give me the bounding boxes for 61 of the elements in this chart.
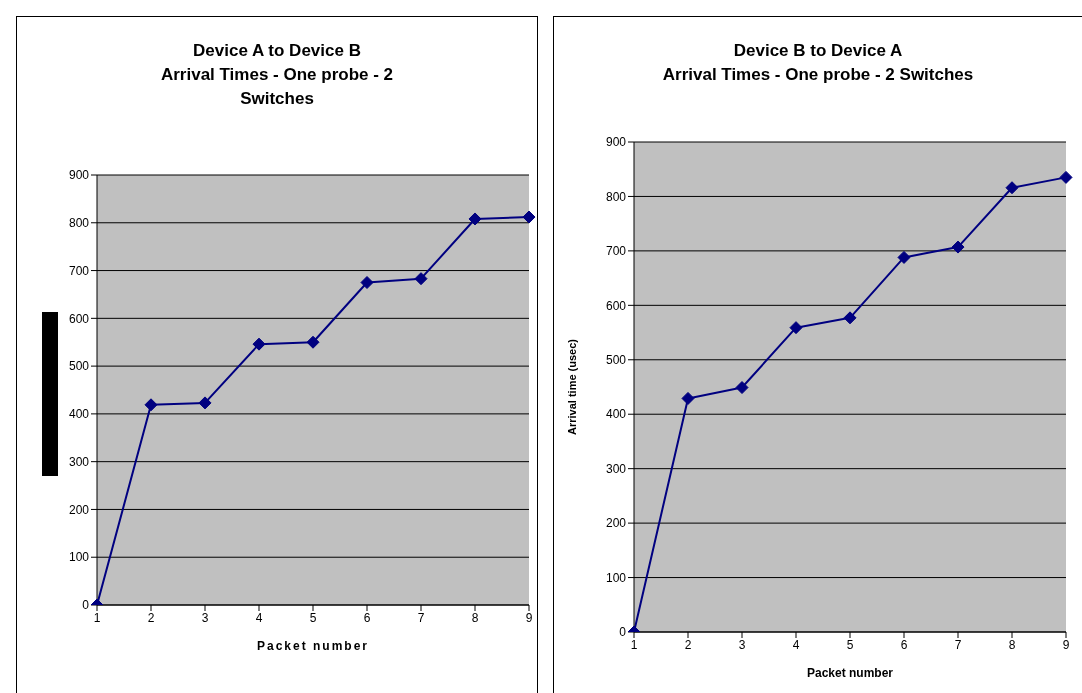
point	[897, 250, 911, 264]
x-tick-label: 8	[1008, 637, 1016, 652]
point	[252, 337, 266, 351]
chart-title: Device A to Device B	[192, 40, 362, 62]
y-tick-label: 300	[68, 454, 90, 469]
x-tick-label: 4	[792, 637, 800, 652]
point	[144, 398, 158, 412]
point	[1005, 181, 1019, 195]
y-tick-label: 100	[605, 570, 627, 585]
x-tick-label: 4	[255, 610, 263, 625]
y-tick-label: 700	[68, 263, 90, 278]
x-tick-label: 3	[201, 610, 209, 625]
x-tick-label: 2	[684, 637, 692, 652]
point	[306, 335, 320, 349]
x-axis-title: Packet number	[256, 639, 370, 653]
y-axis-title: Arrival time (usec)	[565, 338, 578, 435]
y-tick-label: 300	[605, 461, 627, 476]
x-tick-label: 5	[846, 637, 854, 652]
chart-title: Device B to Device A	[732, 40, 904, 62]
point	[522, 210, 536, 224]
point	[360, 276, 374, 289]
x-tick-label: 7	[417, 610, 425, 625]
y-tick-label: 0	[619, 625, 627, 640]
point	[198, 396, 212, 410]
x-tick-label: 1	[630, 637, 638, 652]
x-tick-label: 1	[93, 610, 101, 625]
y-tick-label: 700	[605, 244, 627, 259]
y-tick-label: 900	[68, 168, 90, 183]
y-tick-label: 100	[68, 550, 90, 565]
point	[789, 321, 803, 335]
point	[1059, 170, 1073, 184]
y-tick-label: 400	[68, 407, 90, 422]
y-tick-label: 800	[68, 216, 90, 231]
point	[843, 311, 857, 325]
y-tick-label: 200	[605, 516, 627, 531]
chart-subtitle: Arrival Times - One probe - 2 Switches	[661, 64, 975, 86]
x-tick-label: 9	[525, 610, 533, 625]
y-tick-label: 200	[68, 502, 90, 517]
x-tick-label: 7	[954, 637, 962, 652]
x-tick-label: 2	[147, 610, 155, 625]
x-tick-label: 6	[900, 637, 908, 652]
x-tick-label: 3	[738, 637, 746, 652]
y-tick-label: 500	[68, 359, 90, 374]
y-tick-label: 600	[68, 311, 90, 326]
x-axis-title: Packet number	[806, 666, 894, 680]
x-tick-label: 9	[1062, 637, 1070, 652]
y-tick-label: 900	[605, 135, 627, 150]
point	[951, 240, 965, 254]
x-tick-label: 5	[309, 610, 317, 625]
point	[468, 212, 482, 226]
x-tick-label: 6	[363, 610, 371, 625]
point	[681, 391, 695, 405]
y-tick-label: 400	[605, 407, 627, 422]
chart-subtitle: Arrival Times - One probe - 2 Switches	[159, 64, 395, 110]
point	[414, 272, 428, 286]
point	[735, 381, 749, 395]
y-tick-label: 500	[605, 353, 627, 368]
y-tick-label: 800	[605, 189, 627, 204]
y-tick-label: 600	[605, 298, 627, 313]
x-tick-label: 8	[471, 610, 479, 625]
y-tick-label: 0	[82, 598, 90, 613]
